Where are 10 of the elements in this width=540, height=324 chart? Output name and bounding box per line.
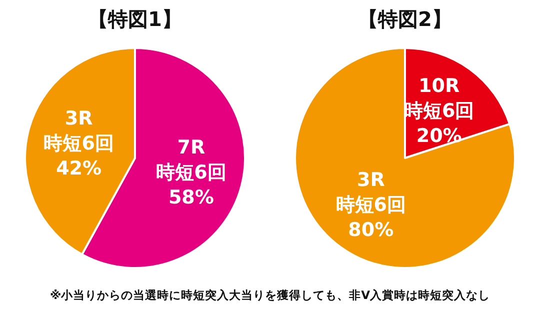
chart-title: 【特図2】 — [358, 7, 452, 31]
slice-label: 7R 時短6回 — [156, 136, 226, 184]
data-label: 20% — [416, 125, 462, 148]
slice-label: 3R 時短6回 — [336, 168, 406, 216]
chart-title: 【特図1】 — [88, 7, 182, 31]
slice-label: 3R 時短6回 — [44, 108, 114, 155]
data-label: 42% — [56, 158, 102, 180]
text: ※小当りからの当選時に時短突入大当りを獲得しても、非V入賞時は時短突入なし — [48, 288, 492, 303]
data-label: 80% — [348, 218, 394, 241]
data-label: 58% — [168, 186, 214, 208]
